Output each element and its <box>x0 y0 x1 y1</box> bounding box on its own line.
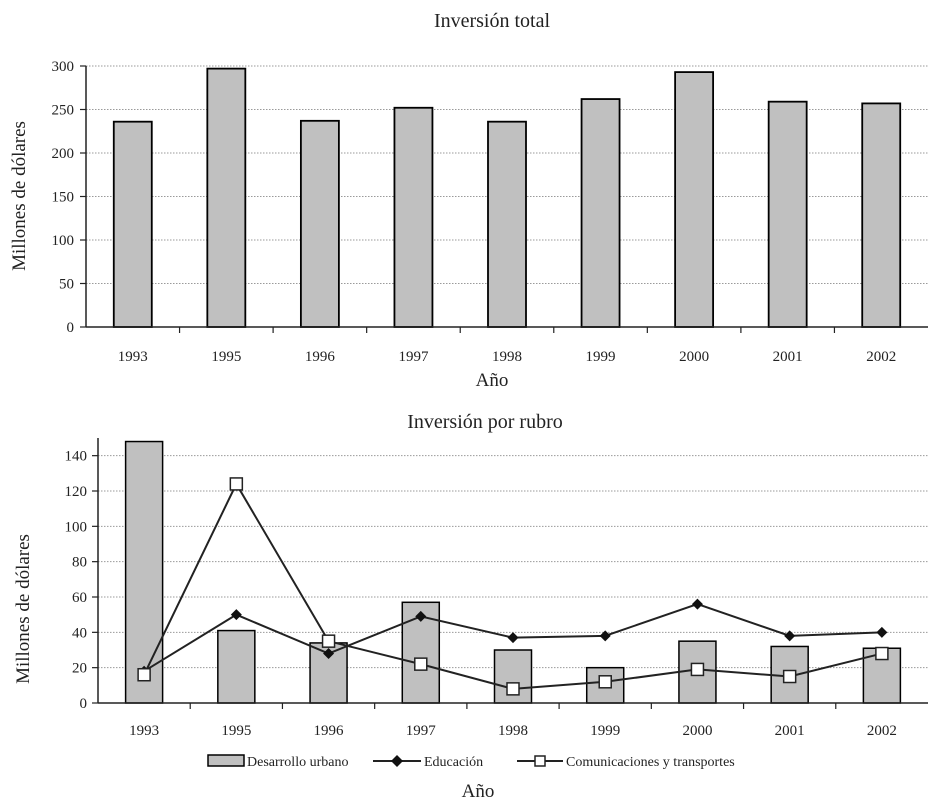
legend-marker-comunicaciones <box>534 755 546 767</box>
chart2-title: Inversión por rubro <box>407 411 563 433</box>
chart2-point-educacion <box>415 610 427 622</box>
chart1-x-tick-label: 1996 <box>305 349 336 365</box>
chart2-point-educacion <box>323 648 335 660</box>
chart2-x-tick-label: 1993 <box>129 723 159 739</box>
chart1-bars <box>112 67 902 328</box>
chart2-x-tick-label: 1995 <box>221 723 251 739</box>
chart2-x-tick-label: 1997 <box>406 723 437 739</box>
chart1-bar-1995 <box>206 67 247 328</box>
chart2-y-axis-title: Millones de dólares <box>13 534 34 684</box>
chart1-x-tick-label: 1997 <box>398 349 429 365</box>
chart2-axes <box>97 438 928 704</box>
legend-marker-educacion <box>391 755 403 767</box>
chart1-bar-1996 <box>299 119 340 328</box>
legend-swatch-desarrollo-urbano <box>207 754 245 767</box>
chart2-bar-desarrollo-urbano-1993 <box>124 440 164 704</box>
chart1-y-ticks: 0 50 100 150 200 250 300 <box>52 59 86 336</box>
chart1-bar-1998 <box>487 120 527 328</box>
chart2-x-tick-label: 1999 <box>590 723 620 739</box>
chart2-y-tick-label: 80 <box>72 555 87 571</box>
chart1-bar-1993 <box>112 120 153 328</box>
chart1-bar-2001 <box>767 100 808 328</box>
chart1-y-axis-title: Millones de dólares <box>9 121 30 271</box>
chart1-y-tick-label: 50 <box>59 277 74 293</box>
chart2-point-educacion <box>230 609 242 621</box>
chart2-y-tick-label: 60 <box>72 590 87 606</box>
chart2-bar-desarrollo-urbano-1995 <box>217 629 256 704</box>
chart2-x-tick-label: 1996 <box>314 723 345 739</box>
chart2-y-tick-label: 0 <box>80 696 88 712</box>
chart2-point-educacion <box>876 626 888 638</box>
chart1-y-tick-label: 300 <box>52 59 75 75</box>
chart2-x-tick-label: 2000 <box>682 723 712 739</box>
chart2-x-ticks: 1993 1995 1996 1997 1998 1999 2000 2001 2002 <box>129 703 897 739</box>
chart2-point-comunicaciones-y-transportes <box>506 682 520 696</box>
chart1-x-tick-label: 2002 <box>866 349 896 365</box>
chart1-x-tick-label: 2000 <box>679 349 709 365</box>
chart2-point-comunicaciones-y-transportes <box>875 646 889 661</box>
chart1-x-tick-label: 1999 <box>586 349 616 365</box>
chart2-point-comunicaciones-y-transportes <box>414 657 428 671</box>
chart2-point-comunicaciones-y-transportes <box>229 477 244 491</box>
chart1-y-tick-label: 0 <box>67 320 75 336</box>
legend-label-educacion: Educación <box>424 755 483 770</box>
chart1-bar-1999 <box>580 98 621 328</box>
chart2-y-tick-label: 40 <box>72 625 87 641</box>
chart2-x-tick-label: 2001 <box>775 723 805 739</box>
chart2-point-educacion <box>507 632 519 644</box>
chart2-y-tick-label: 120 <box>65 484 88 500</box>
chart2-y-tick-label: 20 <box>72 661 87 677</box>
chart1-title: Inversión total <box>434 10 551 32</box>
chart2-point-comunicaciones-y-transportes <box>598 675 612 689</box>
legend-label-comunicaciones: Comunicaciones y transportes <box>566 755 735 770</box>
chart1-bar-2000 <box>674 71 715 328</box>
legend-label-desarrollo-urbano: Desarrollo urbano <box>247 755 348 770</box>
chart1-y-tick-label: 100 <box>52 233 75 249</box>
chart1-y-tick-label: 250 <box>52 103 75 119</box>
chart1-bar-2002 <box>861 102 902 328</box>
chart2-point-educacion <box>691 598 703 610</box>
chart2-x-axis-title: Año <box>462 781 495 802</box>
chart2-point-comunicaciones-y-transportes <box>321 634 336 648</box>
chart2-y-ticks: 0 20 40 60 80 100 120 140 <box>65 449 98 712</box>
chart1-x-axis-title: Año <box>476 370 509 391</box>
chart2-point-comunicaciones-y-transportes <box>690 662 705 677</box>
chart2-point-comunicaciones-y-transportes <box>782 669 797 684</box>
chart2-point-educacion <box>599 630 611 642</box>
chart2-y-tick-label: 140 <box>65 449 88 465</box>
chart1-x-tick-label: 1998 <box>492 349 522 365</box>
chart2-point-comunicaciones-y-transportes <box>137 667 151 682</box>
chart2-x-tick-label: 2002 <box>867 723 897 739</box>
chart1-x-tick-label: 1995 <box>211 349 241 365</box>
chart1-x-tick-label: 1993 <box>118 349 148 365</box>
chart1-x-tick-label: 2001 <box>773 349 803 365</box>
chart1-bar-1997 <box>393 106 434 328</box>
chart2-x-tick-label: 1998 <box>498 723 528 739</box>
chart1-y-tick-label: 150 <box>52 190 75 206</box>
chart2-legend: Desarrollo urbano Educación Comunicacion… <box>207 754 735 770</box>
chart2-markers <box>137 477 889 696</box>
chart2-point-educacion <box>784 630 796 642</box>
chart2-y-tick-label: 100 <box>65 519 88 535</box>
chart1-x-ticks: 1993 1995 1996 1997 1998 1999 2000 2001 2002 <box>118 327 896 365</box>
chart1-y-tick-label: 200 <box>52 146 75 162</box>
